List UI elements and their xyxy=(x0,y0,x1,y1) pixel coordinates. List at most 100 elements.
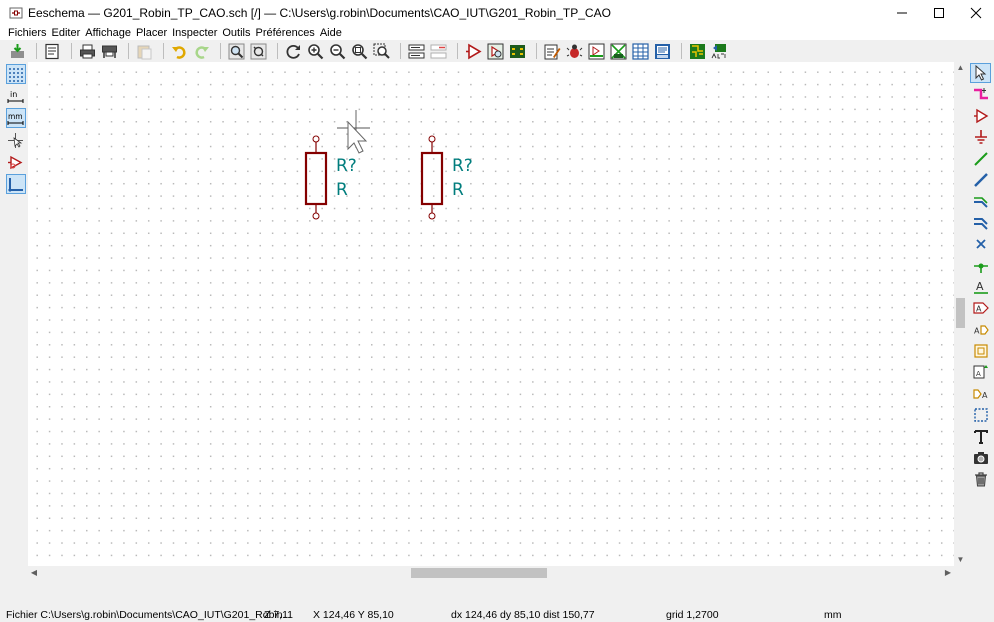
menu-affichage[interactable]: Affichage xyxy=(85,26,131,39)
leave-sheet-icon xyxy=(430,44,447,58)
netlist-icon xyxy=(588,43,605,59)
add-text-button[interactable] xyxy=(970,427,991,447)
find-button[interactable] xyxy=(227,42,246,61)
scroll-down-icon[interactable]: ▼ xyxy=(956,555,965,564)
resistor-symbol[interactable] xyxy=(420,135,444,220)
units-mm-button[interactable]: mm xyxy=(5,108,26,128)
toolbar-separator xyxy=(36,43,37,59)
page-settings-icon xyxy=(45,43,59,59)
add-no-connect-button[interactable] xyxy=(970,234,991,254)
zoom-fit-button[interactable] xyxy=(350,42,369,61)
import-sheet-pin-button[interactable]: A xyxy=(970,362,991,382)
zoom-out-button[interactable] xyxy=(328,42,347,61)
scroll-left-icon[interactable]: ◀ xyxy=(30,568,38,577)
pin-circle[interactable] xyxy=(312,212,320,220)
add-global-label-button[interactable]: A xyxy=(970,298,991,318)
annotate-button[interactable] xyxy=(543,42,562,61)
pin-circle[interactable] xyxy=(428,135,436,143)
fields-editor-icon xyxy=(632,42,649,60)
fields-editor-button[interactable] xyxy=(631,42,650,61)
close-icon xyxy=(970,7,981,18)
back-annotate-button[interactable] xyxy=(710,42,729,61)
zoom-selection-button[interactable] xyxy=(372,42,391,61)
page-settings-button[interactable] xyxy=(43,42,62,61)
component-reference[interactable]: R? xyxy=(336,156,357,176)
horizontal-scrollbar[interactable]: ◀ ▶ xyxy=(28,566,954,580)
toolbar-separator xyxy=(681,43,682,59)
pin-circle[interactable] xyxy=(312,135,320,143)
add-hierarchical-label-button[interactable]: A xyxy=(970,320,991,340)
orthogonal-lines-button[interactable] xyxy=(5,174,26,194)
schematic-canvas[interactable]: R? R R? R xyxy=(28,62,954,566)
add-wire-button[interactable] xyxy=(970,149,991,169)
resistor-body xyxy=(420,151,444,206)
zoom-in-button[interactable] xyxy=(306,42,325,61)
print-icon xyxy=(80,44,95,58)
footprint-editor-icon xyxy=(510,44,525,58)
add-symbol-button[interactable] xyxy=(970,106,991,126)
find-replace-button[interactable] xyxy=(249,42,268,61)
resistor-symbol[interactable] xyxy=(304,135,328,220)
save-button[interactable] xyxy=(8,42,27,61)
symbol-browser-button[interactable] xyxy=(486,42,505,61)
add-junction-button[interactable] xyxy=(970,256,991,276)
units-inch-button[interactable]: in xyxy=(6,86,26,106)
right-tools-toolbar: A A A A A xyxy=(967,62,994,566)
netlist-button[interactable] xyxy=(587,42,606,61)
add-graphic-lines-button[interactable] xyxy=(970,405,991,425)
menu-placer[interactable]: Placer xyxy=(135,26,168,39)
component-value[interactable]: R xyxy=(452,180,464,200)
redo-button[interactable] xyxy=(192,42,211,61)
component-reference[interactable]: R? xyxy=(452,156,473,176)
bom-button[interactable] xyxy=(653,42,672,61)
menu-editer[interactable]: Editer xyxy=(51,26,81,39)
menu-inspecter[interactable]: Inspecter xyxy=(172,26,218,39)
add-sheet-button[interactable] xyxy=(970,341,991,361)
leave-sheet-button[interactable] xyxy=(429,42,448,61)
vertical-scrollbar[interactable]: ▲ ▼ xyxy=(954,62,967,566)
scroll-up-icon[interactable]: ▲ xyxy=(956,63,965,72)
redo-icon xyxy=(195,45,209,59)
find-icon xyxy=(228,43,245,59)
cursor-shape-button[interactable] xyxy=(6,130,26,150)
grid-toggle-button[interactable] xyxy=(5,64,26,84)
add-net-label-button[interactable]: A xyxy=(970,277,991,297)
add-image-button[interactable] xyxy=(970,448,991,468)
no-connect-icon xyxy=(975,239,986,249)
add-wire-to-bus-entry-button[interactable] xyxy=(970,191,991,211)
close-button[interactable] xyxy=(957,0,994,25)
add-sheet-pin-button[interactable]: A xyxy=(970,384,991,404)
footprint-editor-button[interactable] xyxy=(508,42,527,61)
add-bus-to-bus-entry-button[interactable] xyxy=(970,213,991,233)
print-button[interactable] xyxy=(78,42,97,61)
hierarchy-navigator-button[interactable] xyxy=(407,42,426,61)
undo-button[interactable] xyxy=(170,42,189,61)
menu-outils[interactable]: Outils xyxy=(222,26,251,39)
component-value[interactable]: R xyxy=(336,180,348,200)
svg-text:A: A xyxy=(974,326,980,335)
maximize-button[interactable] xyxy=(920,0,957,25)
plot-button[interactable] xyxy=(100,42,119,61)
select-tool-button[interactable] xyxy=(970,63,991,83)
menu-aide[interactable]: Aide xyxy=(319,26,342,39)
hidden-pins-button[interactable] xyxy=(6,152,26,172)
pcbnew-button[interactable] xyxy=(688,42,707,61)
delete-item-button[interactable] xyxy=(970,469,991,489)
menu-fichiers[interactable]: Fichiers xyxy=(8,26,47,39)
menu-preferences[interactable]: Préférences xyxy=(255,26,315,39)
assign-footprints-button[interactable] xyxy=(609,42,628,61)
minimize-button[interactable] xyxy=(883,0,920,25)
add-power-button[interactable] xyxy=(970,127,991,147)
bus-icon xyxy=(973,173,988,187)
redraw-button[interactable] xyxy=(284,42,303,61)
highlight-net-button[interactable] xyxy=(970,84,991,104)
toolbar-separator xyxy=(277,43,278,59)
add-bus-button[interactable] xyxy=(970,170,991,190)
scroll-right-icon[interactable]: ▶ xyxy=(944,568,952,577)
vertical-scroll-thumb[interactable] xyxy=(956,298,965,328)
paste-button[interactable] xyxy=(135,42,154,61)
erc-button[interactable] xyxy=(565,42,584,61)
symbol-editor-button[interactable] xyxy=(464,42,483,61)
horizontal-scroll-thumb[interactable] xyxy=(411,568,547,578)
pin-circle[interactable] xyxy=(428,212,436,220)
